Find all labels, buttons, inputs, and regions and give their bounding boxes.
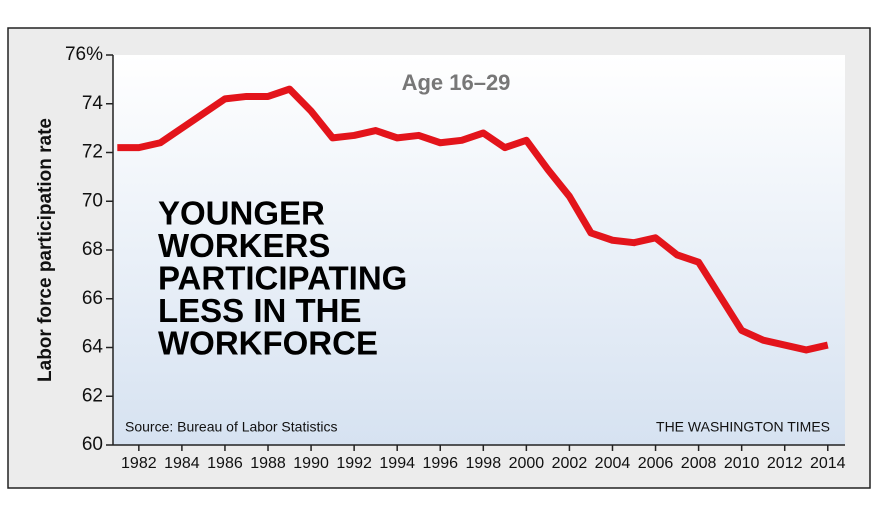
x-tick-label: 1992 [336, 455, 372, 472]
headline: WORKFORCE [158, 325, 378, 362]
credit: THE WASHINGTON TIMES [656, 419, 830, 435]
headline: PARTICIPATING [158, 260, 407, 297]
x-tick-label: 1986 [207, 455, 243, 472]
x-tick-label: 1990 [293, 455, 329, 472]
data-line [117, 85, 829, 354]
x-tick-label: 2000 [509, 455, 545, 472]
y-tick-label: 70 [82, 190, 103, 211]
headline: WORKERS [158, 227, 330, 264]
x-tick-label: 2002 [552, 455, 588, 472]
x-tick-label: 1988 [250, 455, 286, 472]
y-tick-label: 66 [82, 288, 103, 309]
x-tick-label: 2014 [810, 455, 846, 472]
source: Source: Bureau of Labor Statistics [125, 419, 337, 435]
y-tick-label: 68 [82, 239, 103, 260]
subtitle: Age 16–29 [402, 70, 511, 95]
headline: YOUNGER [158, 195, 325, 232]
plot-area [113, 55, 845, 445]
x-tick-label: 2004 [595, 455, 631, 472]
y-tick-label: 72 [82, 142, 103, 163]
x-tick-label: 1984 [164, 455, 200, 472]
x-tick-label: 1996 [422, 455, 458, 472]
y-tick-label: 60 [82, 434, 103, 455]
x-tick-label: 1994 [379, 455, 415, 472]
x-tick-label: 2008 [681, 455, 717, 472]
x-tick-label: 2010 [724, 455, 760, 472]
x-tick-label: 1998 [466, 455, 502, 472]
x-tick-label: 1982 [121, 455, 157, 472]
y-tick-label: 64 [82, 337, 104, 358]
x-tick-label: 2012 [767, 455, 803, 472]
y-tick-label: 76% [65, 44, 103, 65]
y-tick-label: 74 [82, 93, 104, 114]
headline: LESS IN THE [158, 292, 362, 329]
x-tick-label: 2006 [638, 455, 674, 472]
y-axis-label: Labor force participation rate [35, 118, 56, 382]
y-tick-label: 62 [82, 385, 103, 406]
